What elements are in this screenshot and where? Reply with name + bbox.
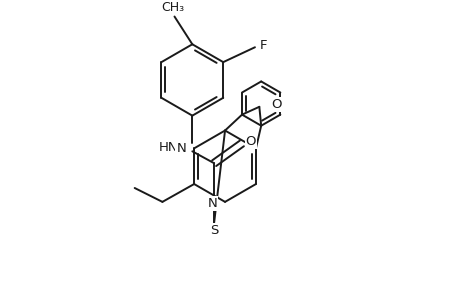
Text: O: O: [271, 98, 281, 111]
Text: CH₃: CH₃: [161, 1, 184, 14]
Text: F: F: [259, 39, 267, 52]
Text: N: N: [176, 142, 186, 155]
Text: S: S: [209, 224, 218, 237]
Text: O: O: [245, 135, 256, 148]
Text: N: N: [207, 197, 217, 210]
Text: HN: HN: [158, 141, 178, 154]
